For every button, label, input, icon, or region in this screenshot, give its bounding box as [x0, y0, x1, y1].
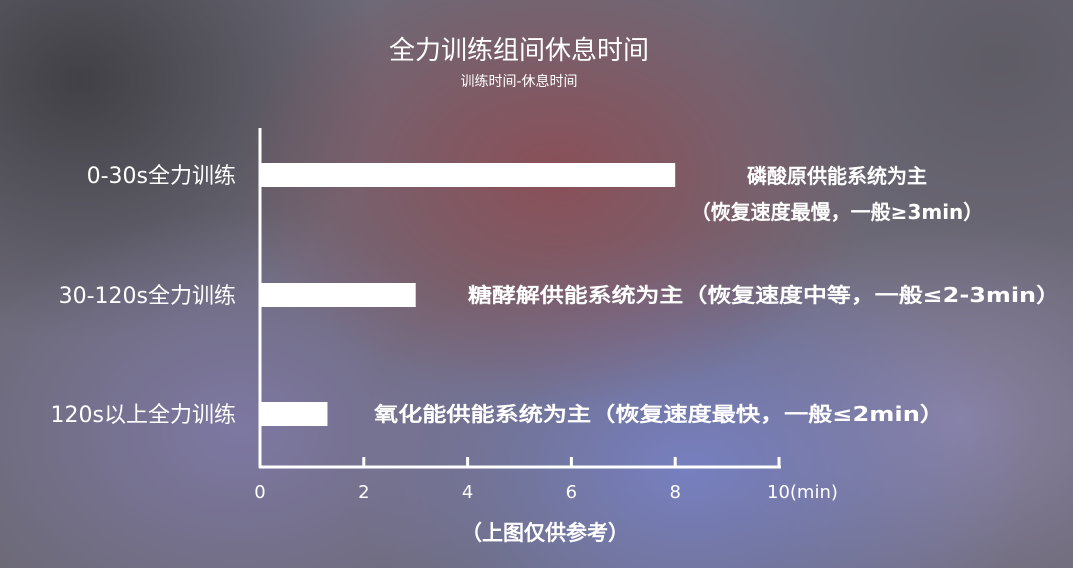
x-tick-label-4: 8 [669, 482, 680, 503]
bar-note-0-line-2: （恢复速度最慢，一般≥3min） [691, 200, 984, 224]
bar-2 [260, 402, 328, 426]
category-label-1: 30-120s全力训练 [59, 284, 236, 309]
bar-note-0-line-1: 磷酸原供能系统为主 [747, 164, 927, 188]
x-ticks-group: 0 2 4 6 8 10(min) [254, 457, 838, 503]
bar-note-1: 糖酵解供能系统为主（恢复速度中等，一般≤2-3min） [468, 283, 1060, 307]
bar-0 [260, 163, 676, 187]
bars-group [260, 163, 676, 426]
bar-notes-group: 磷酸原供能系统为主 （恢复速度最慢，一般≥3min） 糖酵解供能系统为主（恢复速度中… [373, 164, 1060, 426]
bar-1 [260, 283, 416, 307]
chart-title: 全力训练组间休息时间 [389, 36, 649, 66]
category-labels-group: 0-30s全力训练 30-120s全力训练 120s以上全力训练 [51, 164, 236, 428]
category-label-2: 120s以上全力训练 [51, 403, 236, 428]
x-tick-label-0: 0 [254, 482, 265, 503]
chart-subtitle: 训练时间-休息时间 [460, 73, 577, 90]
category-label-0: 0-30s全力训练 [87, 164, 236, 189]
x-tick-label-3: 6 [566, 482, 577, 503]
x-tick-label-2: 4 [462, 482, 473, 503]
x-tick-label-5: 10(min) [767, 482, 838, 503]
chart-footnote: （上图仅供参考） [461, 521, 629, 545]
bar-note-2: 氧化能供能系统为主（恢复速度最快，一般≤2min） [373, 402, 944, 426]
x-tick-label-1: 2 [358, 482, 369, 503]
